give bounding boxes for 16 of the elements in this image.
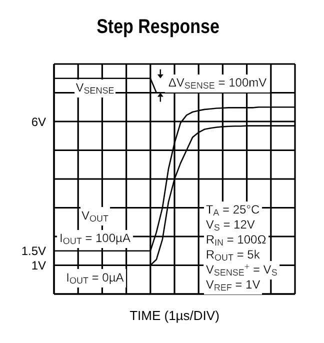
annotation: V$_{S}$ = 12V [206,218,255,233]
annotation: V$_{OUT}$ [81,208,109,224]
x-axis-title: TIME (1µs/DIV) [130,308,220,323]
series-label: V$_{SENSE}$ [76,80,114,96]
annotation: R$_{IN}$ = 100Ω [206,232,266,248]
series-label: I$_{OUT}$ = 100µA [59,230,130,246]
annotation: R$_{OUT}$ = 5k [206,248,261,263]
annotation: V$_{REF}$ = 1V [206,278,260,293]
chart-title: Step Response [96,15,220,40]
annotation: T$_{A}$ = 25°C [206,202,260,218]
y-tick-label: 1V [31,258,46,273]
annotation: V$_{SENSE}$$^{+}$ = V$_{S}$ [206,262,278,278]
series-label: I$_{OUT}$ = 0µA [66,270,124,286]
y-tick-label: 6V [31,114,46,129]
annotation: ΔV$_{SENSE}$ = 100mV [168,76,267,91]
y-tick-label: 1.5V [21,244,46,258]
